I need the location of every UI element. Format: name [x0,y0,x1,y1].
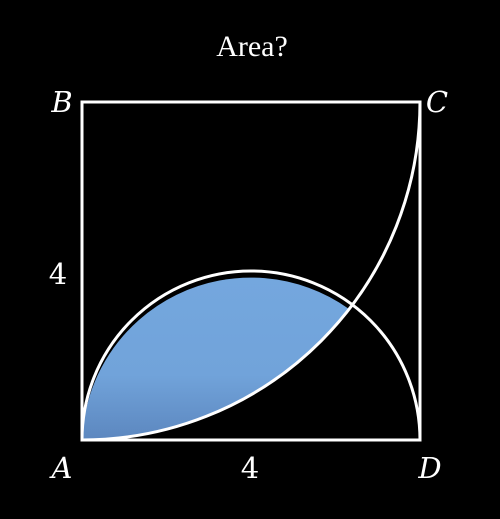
shaded-lens-region [82,277,349,440]
diagram-title: Area? [216,30,288,63]
side-length-left-label: 4 [49,257,67,291]
square-abcd [80,100,422,442]
semicircle-arc [80,269,422,441]
vertex-label-a: A [49,451,73,485]
vertex-label-d: D [417,451,441,485]
side-length-bottom-label: 4 [241,451,259,485]
quarter-circle-arc [81,101,422,442]
vertex-label-b: B [50,85,72,119]
vertex-label-c: C [426,85,448,119]
